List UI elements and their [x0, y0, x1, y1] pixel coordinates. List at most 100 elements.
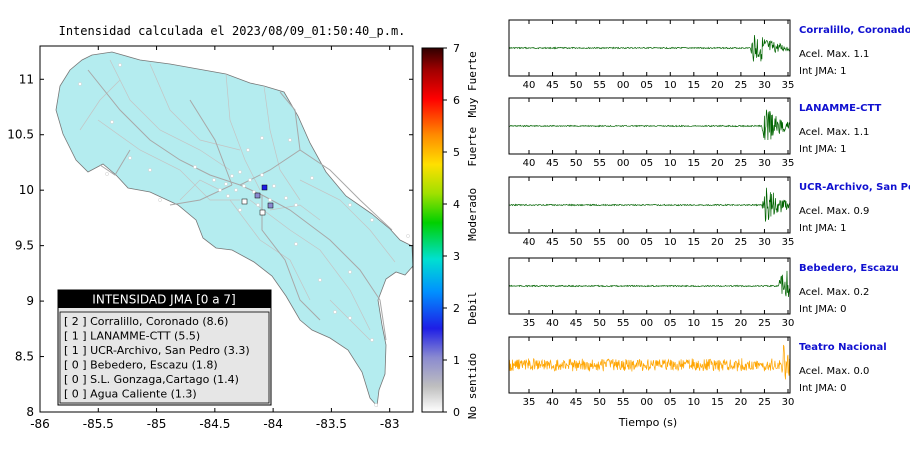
colorbar: 0 1 2 3 4 5 6 7 No sentido Debil Moderado Fuerte Mu… — [421, 42, 479, 419]
time-tick-label: 40 — [546, 318, 559, 329]
time-tick-label: 50 — [570, 237, 583, 248]
time-tick-label: 55 — [593, 237, 606, 248]
time-tick-label: 05 — [640, 237, 653, 248]
panel-frame — [508, 97, 791, 155]
station-acel: Acel. Max. 1.1 — [799, 127, 869, 138]
waveform-trace — [509, 34, 791, 62]
time-tick-label: 40 — [523, 158, 536, 169]
time-tick-label: 35 — [782, 237, 795, 248]
colorbar-category-label: Debil — [466, 291, 479, 324]
legend-entry: [ 1 ] UCR-Archivo, San Pedro (3.3) — [64, 344, 250, 357]
station-name: Bebedero, Escazu — [799, 263, 899, 274]
time-tick-label: 10 — [687, 397, 700, 408]
legend-entries: [ 2 ] Corralillo, Coronado (8.6) [ 1 ] LA… — [64, 315, 250, 401]
time-tick-label: 25 — [758, 318, 771, 329]
time-tick-label: 25 — [735, 80, 748, 91]
marker-corralillo — [261, 184, 268, 191]
time-tick-label: 00 — [617, 158, 630, 169]
colorbar-tick-label: 7 — [453, 42, 460, 55]
time-tick-label: 10 — [664, 237, 677, 248]
colorbar-category-label: Moderado — [466, 188, 479, 241]
map-title: Intensidad calculada el 2023/08/09_01:50… — [59, 24, 406, 38]
time-tick-label: 55 — [593, 80, 606, 91]
map-axes: -86 -85.5 -85 -84.5 -84 -83.5 -83 11 10.5 10 9.5 9 8… — [7, 46, 413, 431]
time-tick-label: 25 — [758, 397, 771, 408]
marker-ucr — [267, 202, 274, 209]
time-tick-label: 50 — [570, 158, 583, 169]
waveform-trace — [508, 270, 791, 298]
time-tick-label: 15 — [711, 318, 724, 329]
time-tick-label: 45 — [546, 237, 559, 248]
time-tick-label: 10 — [664, 80, 677, 91]
time-tick-label: 40 — [523, 237, 536, 248]
time-tick-label: 20 — [711, 80, 724, 91]
time-tick-label: 10 — [664, 158, 677, 169]
time-tick-label: 45 — [546, 158, 559, 169]
time-tick-label: 05 — [664, 397, 677, 408]
time-axis-label: Tiempo (s) — [618, 416, 677, 429]
legend-entry: [ 1 ] LANAMME-CTT (5.5) — [64, 330, 200, 343]
map-y-tick-label: 8.5 — [15, 350, 34, 364]
marker-bebedero — [241, 198, 248, 205]
station-name: UCR-Archivo, San Pedro — [799, 182, 910, 193]
station-dots — [78, 63, 410, 407]
intensity-markers — [241, 184, 274, 216]
time-tick-label: 00 — [617, 80, 630, 91]
map-x-tick-label: -84.5 — [199, 417, 230, 431]
time-tick-label: 50 — [593, 318, 606, 329]
map-y-tick-label: 9 — [26, 294, 34, 308]
seismogram-panel: 35 40 45 50 55 00 05 10 15 20 25 30 Bebedero, Escazu… — [508, 257, 899, 329]
map-y-tick-label: 10.5 — [7, 128, 34, 142]
legend-header — [58, 290, 271, 308]
time-tick-label: 30 — [758, 237, 771, 248]
time-tick-label: 55 — [617, 318, 630, 329]
colorbar-tick-label: 3 — [453, 250, 460, 263]
time-tick-label: 45 — [570, 318, 583, 329]
time-tick-label: 50 — [593, 397, 606, 408]
station-name: Teatro Nacional — [799, 342, 887, 353]
legend-entry: [ 2 ] Corralillo, Coronado (8.6) — [64, 315, 228, 328]
seismogram-panel: 35 40 45 50 55 00 05 10 15 20 25 30 Teatro Nacional A… — [508, 336, 887, 408]
time-tick-label: 10 — [687, 318, 700, 329]
time-tick-label: 15 — [687, 80, 700, 91]
time-tick-label: 25 — [735, 237, 748, 248]
legend-list-frame — [59, 311, 270, 404]
colorbar-tick-label: 1 — [453, 354, 460, 367]
time-tick-label: 30 — [758, 80, 771, 91]
time-tick-label: 40 — [546, 397, 559, 408]
panel-frame — [508, 176, 791, 234]
station-acel: Acel. Max. 0.9 — [799, 206, 869, 217]
time-tick-label: 20 — [711, 158, 724, 169]
map-x-tick-label: -85.5 — [83, 417, 114, 431]
waveform-trace — [508, 187, 791, 222]
time-tick-label: 55 — [617, 397, 630, 408]
colorbar-categories: No sentido Debil Moderado Fuerte Muy Fuerte — [466, 51, 479, 419]
map-y-tick-label: 8 — [26, 405, 34, 419]
colorbar-tick-label: 2 — [453, 302, 460, 315]
seismogram-panels: 40 45 50 55 00 05 10 15 20 25 30 35 Corralillo, Coro… — [508, 19, 910, 408]
marker-lanamme — [254, 192, 261, 199]
station-int: Int JMA: 1 — [799, 144, 847, 155]
waveform-trace — [508, 344, 791, 380]
panel-frame — [508, 336, 791, 394]
time-tick-label: 20 — [735, 397, 748, 408]
legend-entry: [ 0 ] S.L. Gonzaga,Cartago (1.4) — [64, 373, 239, 386]
seismogram-panel: 40 45 50 55 00 05 10 15 20 25 30 35 LANAMME-CTT Acel.… — [508, 97, 881, 169]
map-y-tick-label: 11 — [19, 72, 34, 86]
colorbar-category-label: Fuerte — [466, 127, 479, 167]
panel-frame — [508, 19, 791, 77]
map-x-tick-label: -84 — [263, 417, 283, 431]
colorbar-category-label: No sentido — [466, 353, 479, 419]
intensity-legend: INTENSIDAD JMA [0 a 7] [ 2 ] Corralillo,… — [57, 289, 272, 406]
station-acel: Acel. Max. 0.0 — [799, 366, 869, 377]
time-tick-label: 50 — [570, 80, 583, 91]
time-tick-label: 20 — [711, 237, 724, 248]
colorbar-tick-label: 5 — [453, 146, 460, 159]
colorbar-ticks: 0 1 2 3 4 5 6 7 — [443, 42, 460, 419]
colorbar-category-label: Muy Fuerte — [466, 51, 479, 117]
time-tick-label: 15 — [687, 158, 700, 169]
time-tick-label: 35 — [523, 397, 536, 408]
time-tick-label: 55 — [593, 158, 606, 169]
panel-frame — [508, 257, 791, 315]
